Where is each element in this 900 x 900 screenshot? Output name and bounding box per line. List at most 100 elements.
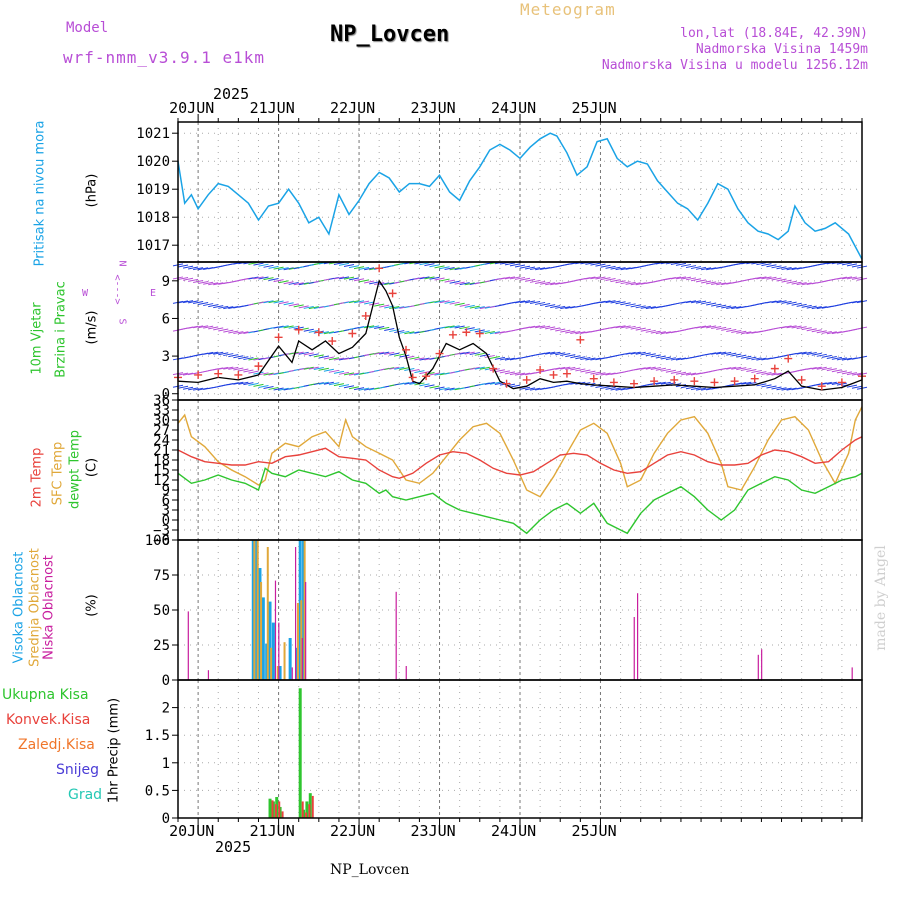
wind-barb — [811, 352, 822, 356]
gust-marker — [770, 364, 779, 373]
wind-barb — [343, 385, 355, 389]
wind-barb — [263, 264, 274, 268]
wind-barb — [263, 300, 274, 304]
wind-barb — [826, 331, 837, 335]
wind-barb — [816, 330, 827, 334]
wind-barb — [791, 325, 802, 329]
wind-barb — [399, 354, 410, 358]
wind-barb — [600, 264, 611, 268]
wind-barb — [806, 328, 817, 332]
wind-barb — [801, 327, 812, 331]
gust-marker — [797, 375, 806, 384]
gust-marker — [422, 372, 431, 381]
wind-barb — [323, 381, 334, 385]
wind-barb — [716, 326, 727, 330]
wind-barb — [514, 264, 526, 268]
gust-marker — [750, 374, 759, 383]
compass-west: W — [82, 288, 89, 299]
wind-barb — [796, 303, 807, 307]
wind-barb — [630, 304, 641, 308]
wind-barb — [358, 300, 370, 304]
wind-barb — [706, 302, 717, 306]
wind-barb — [389, 306, 400, 310]
bottom-day-label: 24JUN — [491, 822, 537, 840]
wind-barb — [570, 355, 581, 359]
gust-marker — [630, 379, 638, 388]
wind-barb — [630, 351, 641, 355]
wind-barb — [560, 353, 571, 357]
wind-barb — [358, 266, 370, 270]
wind-barb — [353, 387, 365, 391]
wind-barb — [268, 265, 279, 269]
wind-barb — [786, 280, 797, 284]
wind-barb — [323, 356, 334, 360]
precip-conv-bar — [308, 804, 311, 818]
precip-label-frz: Zaledj.Kisa — [18, 737, 95, 753]
wind-barb — [550, 282, 561, 286]
wind-barb — [494, 369, 505, 373]
precip-conv-bar — [274, 804, 277, 818]
gust-marker — [462, 328, 471, 337]
wind-barb — [610, 325, 621, 329]
wind-barb — [364, 280, 375, 284]
wind-barb — [585, 370, 596, 374]
wind-barb — [786, 267, 797, 271]
wind-barb — [545, 304, 556, 308]
wind-barb — [504, 276, 516, 280]
wind-barb — [404, 331, 415, 335]
wind-barb — [469, 352, 480, 356]
wind-barb — [223, 353, 234, 357]
wind-barb — [741, 355, 752, 359]
wind-barb — [846, 372, 858, 376]
cloud-bar — [260, 582, 263, 680]
wind-barb — [756, 276, 767, 280]
temp-ytick-label: 30 — [153, 413, 170, 429]
wind-barb — [258, 384, 269, 388]
wind-barb — [590, 262, 601, 266]
wind-barb — [700, 280, 712, 284]
temp-ytick-label: −6 — [153, 533, 170, 549]
wind-barb — [233, 381, 244, 385]
wind-barb — [419, 383, 430, 387]
wind-barb — [555, 305, 566, 309]
wind-barb — [650, 354, 661, 358]
pressure-ytick-label: 1018 — [136, 210, 170, 226]
wind-barb — [479, 330, 490, 334]
gust-marker — [670, 375, 679, 384]
wind-barb — [751, 276, 762, 280]
wind-barb — [570, 367, 581, 371]
wind-barb — [524, 266, 536, 270]
cloud-bar — [256, 540, 259, 680]
cloud-bar — [253, 540, 256, 680]
wind-barb — [620, 267, 631, 271]
wind-barb — [489, 331, 500, 335]
wind-barb — [509, 263, 521, 267]
wind-barb — [545, 326, 556, 330]
wind-barb — [600, 372, 611, 376]
wind-barb — [595, 263, 606, 267]
wind-barb — [348, 300, 360, 304]
wind-barb — [851, 264, 863, 268]
bottom-day-label: 22JUN — [330, 822, 376, 840]
wind-barb — [831, 369, 842, 373]
wind-barb — [263, 277, 274, 281]
wind-barb — [751, 370, 762, 374]
wind-barb — [318, 381, 329, 385]
wind-barb — [796, 351, 807, 355]
pressure-ytick-label: 1020 — [136, 154, 170, 170]
wind-barb — [610, 279, 621, 283]
wind-barb — [369, 281, 380, 285]
wind-barb — [660, 356, 671, 360]
wind-barb — [419, 357, 430, 361]
wind-barb — [298, 367, 309, 371]
wind-barb — [670, 262, 682, 265]
wind-barb — [630, 282, 641, 286]
gust-marker — [328, 337, 337, 346]
wind-barb — [565, 306, 576, 310]
wind-barb — [565, 366, 576, 370]
wind-barb — [187, 266, 199, 270]
wind-barb — [675, 262, 687, 266]
wind-barb — [424, 263, 435, 267]
wind-barb — [213, 327, 224, 331]
wind-barb — [459, 303, 470, 307]
